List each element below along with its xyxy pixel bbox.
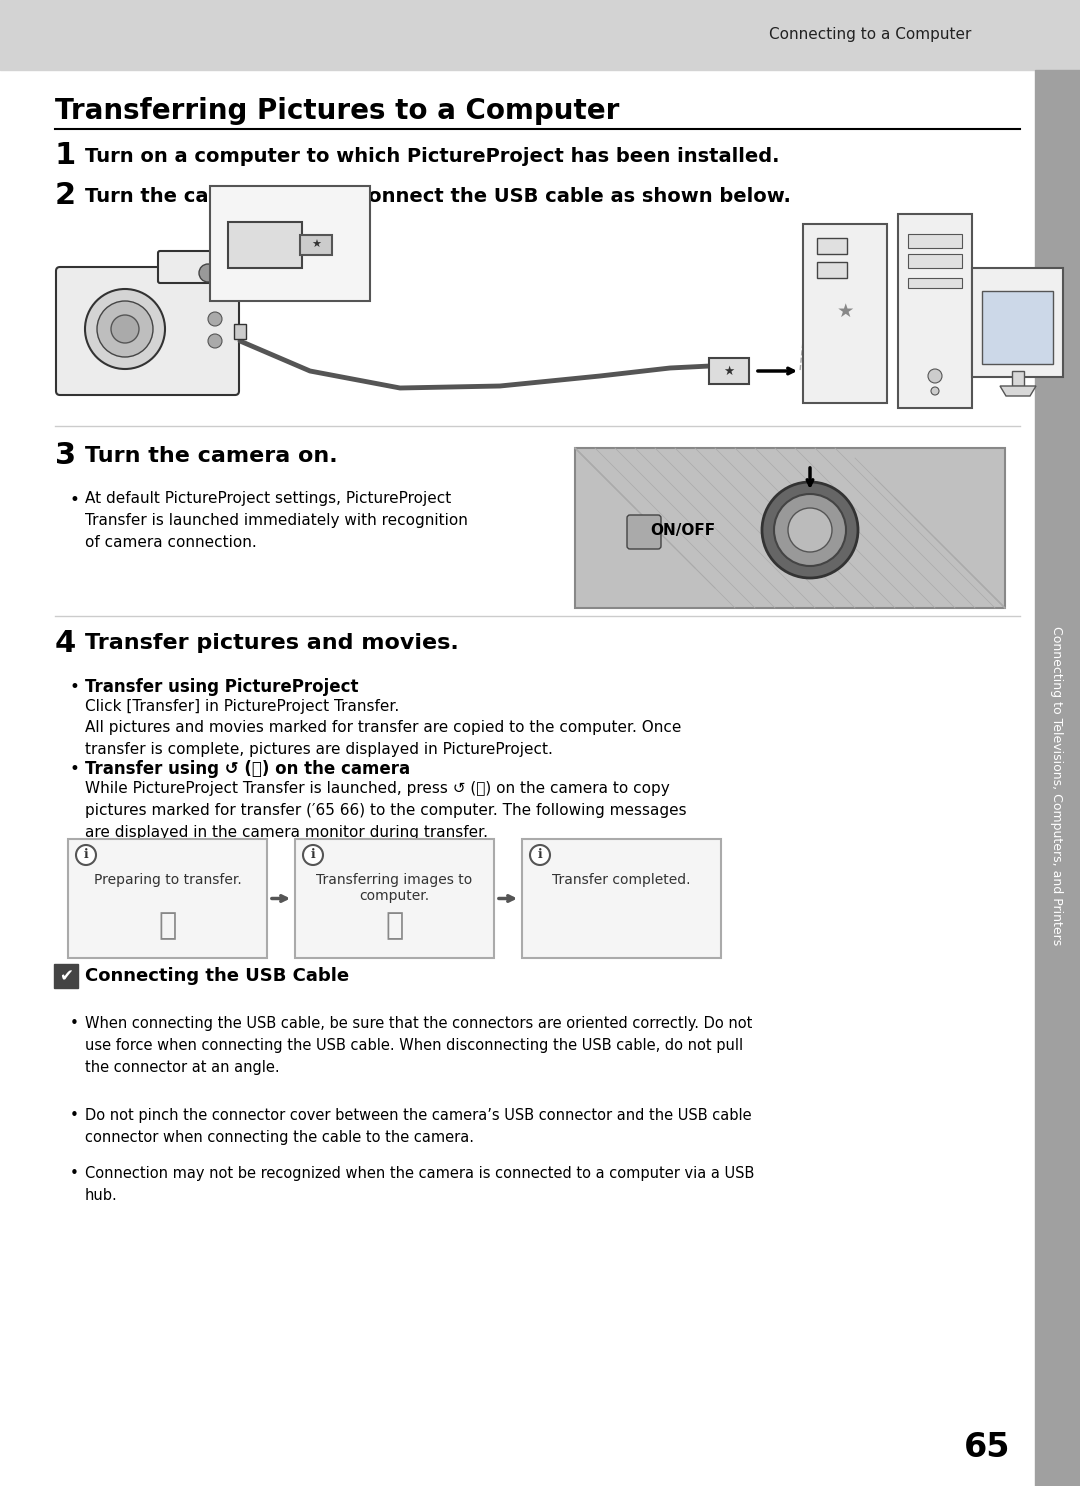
Circle shape bbox=[303, 846, 323, 865]
Text: •: • bbox=[70, 759, 80, 779]
Text: •: • bbox=[70, 1109, 79, 1123]
Bar bbox=[908, 278, 962, 288]
Bar bbox=[1012, 372, 1024, 386]
Text: Transfer completed.: Transfer completed. bbox=[552, 872, 691, 887]
Text: ★: ★ bbox=[724, 364, 734, 377]
Circle shape bbox=[111, 315, 139, 343]
Circle shape bbox=[928, 369, 942, 383]
FancyBboxPatch shape bbox=[972, 267, 1063, 377]
Text: Connection may not be recognized when the camera is connected to a computer via : Connection may not be recognized when th… bbox=[85, 1167, 754, 1204]
Bar bbox=[575, 447, 1005, 608]
Text: While PictureProject Transfer is launched, press ↺ (Ⓢ) on the camera to copy
pic: While PictureProject Transfer is launche… bbox=[85, 782, 687, 841]
FancyBboxPatch shape bbox=[68, 840, 267, 958]
Text: Transfer using ↺ (Ⓢ) on the camera: Transfer using ↺ (Ⓢ) on the camera bbox=[85, 759, 410, 779]
Circle shape bbox=[76, 846, 96, 865]
Text: ✔: ✔ bbox=[59, 967, 73, 985]
Text: •: • bbox=[70, 1016, 79, 1031]
Text: Connecting to Televisions, Computers, and Printers: Connecting to Televisions, Computers, an… bbox=[1051, 627, 1064, 945]
Text: All pictures and movies marked for transfer are copied to the computer. Once
tra: All pictures and movies marked for trans… bbox=[85, 721, 681, 758]
Text: ⌛: ⌛ bbox=[386, 911, 404, 941]
Text: ℹ: ℹ bbox=[538, 849, 542, 862]
FancyBboxPatch shape bbox=[522, 840, 721, 958]
FancyBboxPatch shape bbox=[56, 267, 239, 395]
Text: •: • bbox=[70, 678, 80, 695]
Text: ℹ: ℹ bbox=[311, 849, 315, 862]
Text: Turn the camera off and connect the USB cable as shown below.: Turn the camera off and connect the USB … bbox=[85, 187, 791, 205]
FancyBboxPatch shape bbox=[158, 251, 222, 282]
Circle shape bbox=[762, 481, 858, 578]
Circle shape bbox=[97, 302, 153, 357]
Bar bbox=[816, 262, 847, 278]
Text: At default PictureProject settings, PictureProject
Transfer is launched immediat: At default PictureProject settings, Pict… bbox=[85, 490, 468, 550]
FancyBboxPatch shape bbox=[228, 221, 302, 267]
Circle shape bbox=[931, 386, 939, 395]
Bar bbox=[210, 186, 370, 302]
Text: Turn the camera on.: Turn the camera on. bbox=[85, 446, 338, 467]
FancyBboxPatch shape bbox=[627, 516, 661, 548]
Text: ★: ★ bbox=[836, 302, 854, 321]
Text: 1: 1 bbox=[55, 141, 77, 171]
Circle shape bbox=[85, 288, 165, 369]
Bar bbox=[300, 235, 332, 256]
FancyBboxPatch shape bbox=[295, 840, 494, 958]
Bar bbox=[0, 0, 1080, 70]
Text: •: • bbox=[70, 1167, 79, 1181]
Circle shape bbox=[208, 312, 222, 325]
Text: Transferring Pictures to a Computer: Transferring Pictures to a Computer bbox=[55, 97, 619, 125]
Text: Do not pinch the connector cover between the camera’s USB connector and the USB : Do not pinch the connector cover between… bbox=[85, 1109, 752, 1146]
Circle shape bbox=[199, 265, 217, 282]
Text: 4: 4 bbox=[55, 629, 77, 657]
FancyBboxPatch shape bbox=[804, 224, 887, 403]
Bar bbox=[908, 233, 962, 248]
Circle shape bbox=[530, 846, 550, 865]
FancyBboxPatch shape bbox=[708, 358, 750, 383]
Text: 3: 3 bbox=[55, 441, 76, 471]
Text: ★: ★ bbox=[311, 241, 321, 250]
Bar bbox=[816, 238, 847, 254]
Text: 65: 65 bbox=[963, 1431, 1010, 1464]
Text: Turn on a computer to which PictureProject has been installed.: Turn on a computer to which PictureProje… bbox=[85, 147, 780, 165]
Text: Transfer using PictureProject: Transfer using PictureProject bbox=[85, 678, 359, 695]
Circle shape bbox=[788, 508, 832, 551]
Text: Connecting to a Computer: Connecting to a Computer bbox=[769, 28, 971, 43]
FancyBboxPatch shape bbox=[897, 214, 972, 409]
Text: Transfer pictures and movies.: Transfer pictures and movies. bbox=[85, 633, 459, 652]
Circle shape bbox=[774, 493, 846, 566]
Text: ℹ: ℹ bbox=[83, 849, 89, 862]
Bar bbox=[234, 324, 246, 339]
Text: ⌛: ⌛ bbox=[159, 911, 177, 941]
Bar bbox=[982, 291, 1053, 364]
FancyBboxPatch shape bbox=[54, 964, 78, 988]
Text: •: • bbox=[70, 490, 80, 510]
Text: Preparing to transfer.: Preparing to transfer. bbox=[94, 872, 241, 887]
Text: Click [Transfer] in PictureProject Transfer.: Click [Transfer] in PictureProject Trans… bbox=[85, 698, 400, 713]
Bar bbox=[908, 254, 962, 267]
Circle shape bbox=[208, 334, 222, 348]
Text: 2: 2 bbox=[55, 181, 76, 211]
Polygon shape bbox=[1000, 386, 1036, 395]
Bar bbox=[1035, 70, 1080, 1486]
Text: Connecting the USB Cable: Connecting the USB Cable bbox=[85, 967, 349, 985]
Text: Transferring images to
computer.: Transferring images to computer. bbox=[316, 872, 473, 903]
Text: ON/OFF: ON/OFF bbox=[650, 523, 715, 538]
Text: When connecting the USB cable, be sure that the connectors are oriented correctl: When connecting the USB cable, be sure t… bbox=[85, 1016, 753, 1076]
